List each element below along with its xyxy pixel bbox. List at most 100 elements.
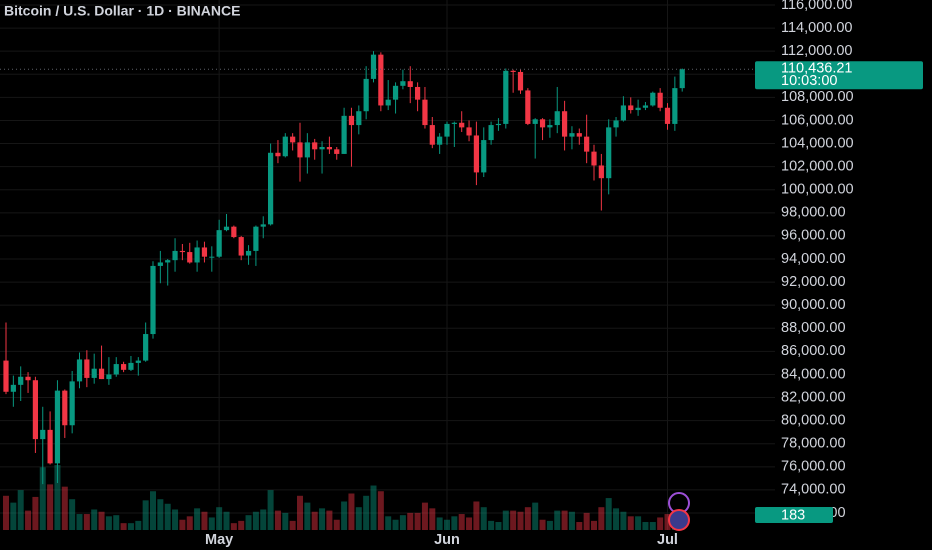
candle-body bbox=[532, 119, 538, 124]
candle-body bbox=[473, 135, 479, 173]
volume-bar bbox=[179, 519, 186, 530]
candle-body bbox=[422, 99, 428, 126]
candle-body bbox=[525, 90, 531, 124]
candle-body bbox=[672, 88, 678, 124]
event-icon[interactable] bbox=[668, 509, 690, 531]
y-tick-label: 108,000.00 bbox=[781, 89, 854, 105]
y-tick-label: 76,000.00 bbox=[781, 459, 846, 475]
last-price-badge bbox=[755, 61, 923, 90]
y-tick-label: 74,000.00 bbox=[781, 482, 846, 498]
candle-body bbox=[25, 376, 31, 381]
candle-body bbox=[363, 78, 369, 112]
candle-body bbox=[400, 81, 406, 86]
y-tick-label: 88,000.00 bbox=[781, 320, 846, 336]
volume-bar bbox=[230, 523, 237, 530]
volume-bar bbox=[238, 520, 245, 530]
volume-bar bbox=[142, 500, 149, 530]
candle-body bbox=[282, 136, 288, 157]
candle-body bbox=[113, 364, 119, 375]
candle-body bbox=[415, 86, 421, 100]
volume-bar bbox=[385, 516, 392, 530]
candle-body bbox=[91, 368, 97, 378]
candle-body bbox=[510, 70, 516, 72]
volume-bar bbox=[568, 511, 575, 530]
y-tick-label: 116,000.00 bbox=[781, 0, 853, 13]
candle-body bbox=[150, 265, 156, 335]
candle-body bbox=[606, 127, 612, 179]
volume-bar bbox=[341, 501, 348, 530]
candle-body bbox=[495, 123, 502, 126]
volume-bar bbox=[333, 519, 340, 530]
volume-bar bbox=[39, 467, 46, 530]
volume-bar bbox=[466, 517, 473, 530]
candle-body bbox=[385, 99, 391, 106]
candle-body bbox=[69, 381, 75, 426]
candle-body bbox=[620, 105, 626, 121]
volume-bar bbox=[561, 510, 568, 530]
candle-body bbox=[429, 125, 435, 145]
candle-body bbox=[613, 120, 619, 128]
volume-bar bbox=[649, 522, 656, 530]
candle-body bbox=[187, 252, 193, 263]
volume-bar bbox=[598, 507, 605, 530]
candle-body bbox=[591, 151, 597, 166]
volume-bar bbox=[274, 510, 281, 530]
volume-bar bbox=[83, 514, 90, 530]
candle-body bbox=[517, 71, 524, 91]
candle-body bbox=[128, 362, 134, 370]
y-tick-label: 102,000.00 bbox=[781, 158, 854, 174]
candle-body bbox=[121, 364, 127, 370]
y-tick-label: 90,000.00 bbox=[781, 297, 846, 313]
candle-body bbox=[341, 115, 347, 154]
volume-bar bbox=[539, 519, 546, 530]
volume-bar bbox=[91, 509, 98, 530]
candle-body bbox=[209, 256, 215, 258]
candle-body bbox=[297, 142, 303, 158]
candle-body bbox=[3, 360, 9, 392]
candle-body bbox=[32, 380, 38, 440]
candle-body bbox=[245, 250, 252, 256]
volume-bar bbox=[510, 510, 517, 530]
candle-body bbox=[40, 429, 46, 440]
y-tick-label: 98,000.00 bbox=[781, 205, 846, 221]
candle-body bbox=[459, 122, 465, 128]
y-tick-label: 114,000.00 bbox=[781, 20, 853, 36]
candle-body bbox=[451, 122, 457, 124]
candle-body bbox=[98, 368, 105, 380]
candle-body bbox=[488, 125, 494, 141]
candle-body bbox=[157, 262, 163, 266]
volume-bar bbox=[657, 517, 664, 530]
volume-bar bbox=[127, 523, 134, 530]
candle-body bbox=[290, 136, 296, 143]
candle-body bbox=[312, 142, 318, 150]
volume-bar bbox=[61, 486, 68, 530]
candle-body bbox=[348, 115, 355, 126]
volume-bar bbox=[326, 510, 333, 530]
candle-body bbox=[10, 384, 16, 392]
volume-bar bbox=[635, 516, 642, 530]
volume-bar bbox=[69, 499, 76, 530]
candle-body bbox=[231, 226, 237, 238]
y-tick-label: 82,000.00 bbox=[781, 389, 846, 405]
candle-body bbox=[172, 250, 178, 261]
volume-bar bbox=[194, 508, 201, 530]
candle-body bbox=[437, 136, 443, 145]
candle-body bbox=[356, 111, 362, 126]
volume-bar bbox=[642, 522, 649, 530]
candle-body bbox=[370, 54, 377, 79]
candle-body bbox=[54, 390, 61, 464]
volume-bar bbox=[355, 507, 362, 530]
volume-bar bbox=[421, 502, 428, 530]
countdown-label: 10:03:00 bbox=[781, 73, 837, 89]
candle-body bbox=[304, 142, 310, 158]
volume-bar bbox=[377, 491, 384, 530]
candle-body bbox=[576, 133, 582, 137]
candle-body bbox=[135, 360, 141, 363]
volume-bar bbox=[480, 507, 487, 530]
volume-bar bbox=[583, 512, 590, 530]
volume-bar bbox=[98, 511, 105, 530]
candle-body bbox=[319, 147, 325, 150]
volume-bar bbox=[304, 502, 311, 530]
candle-body bbox=[106, 374, 112, 380]
